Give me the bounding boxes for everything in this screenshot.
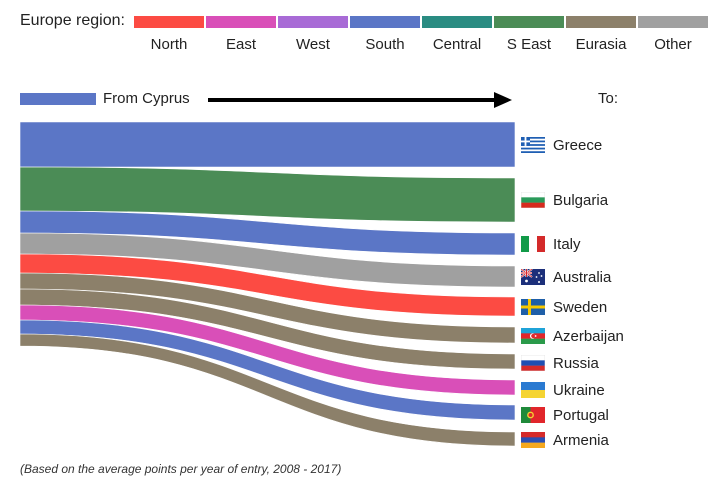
target-header: To: (598, 90, 619, 107)
armenia-flag-icon (521, 432, 545, 448)
destination-sweden: Sweden (521, 298, 607, 316)
legend-swatch (638, 16, 708, 28)
source-swatch (20, 93, 96, 105)
legend-item-eurasia: Eurasia (566, 16, 636, 53)
legend-swatch (134, 16, 204, 28)
legend-item-south: South (350, 16, 420, 53)
legend-swatch (566, 16, 636, 28)
destination-label: Greece (553, 136, 603, 154)
sweden-flag-icon (521, 299, 545, 315)
legend-item-central: Central (422, 16, 492, 53)
legend-swatch (494, 16, 564, 28)
australia-flag-icon (521, 269, 545, 285)
legend-title: Europe region: (20, 12, 125, 29)
legend-label: North (150, 36, 188, 53)
flow-armenia (19, 333, 516, 447)
destination-ukraine: Ukraine (521, 381, 605, 399)
flow-azerbaijan (19, 272, 516, 344)
legend-swatch (278, 16, 348, 28)
destination-armenia: Armenia (521, 431, 609, 449)
legend-label: West (296, 36, 330, 53)
azerbaijan-flag-icon (521, 328, 545, 344)
legend-item-other: Other (638, 16, 708, 53)
legend-label: Other (654, 36, 692, 53)
destination-australia: Australia (521, 268, 611, 286)
destination-label: Russia (553, 354, 599, 372)
legend-swatch (206, 16, 276, 28)
destination-label: Bulgaria (553, 191, 609, 209)
legend-swatch (422, 16, 492, 28)
legend-label: South (365, 36, 405, 53)
flow-australia (19, 232, 516, 288)
destination-label: Ukraine (553, 381, 605, 399)
russia-flag-icon (521, 355, 545, 371)
destination-label: Sweden (553, 298, 608, 316)
flow-sweden (19, 253, 516, 317)
destination-russia: Russia (521, 354, 599, 372)
destination-portugal: Portugal (521, 406, 609, 424)
flow-italy (19, 210, 516, 256)
ukraine-flag-icon (521, 382, 545, 398)
italy-flag-icon (521, 236, 545, 252)
destination-label: Italy (553, 235, 581, 253)
legend-label: East (225, 36, 256, 53)
destination-label: Armenia (553, 431, 609, 449)
legend-label: Eurasia (575, 36, 627, 53)
portugal-flag-icon (521, 407, 545, 423)
destination-bulgaria: Bulgaria (521, 191, 608, 209)
destination-label: Azerbaijan (553, 327, 624, 345)
legend-item-north: North (134, 16, 204, 53)
flow-ukraine (19, 304, 516, 396)
destination-italy: Italy (521, 235, 581, 253)
legend-label: S East (506, 36, 552, 53)
legend-item-west: West (278, 16, 348, 53)
destination-azerbaijan: Azerbaijan (521, 327, 624, 345)
flow-greece (19, 121, 516, 168)
legend-swatch (350, 16, 420, 28)
arrow-right-icon (208, 92, 512, 108)
destination-label: Portugal (553, 406, 609, 424)
legend-item-s-east: S East (494, 16, 564, 53)
flow-portugal (19, 319, 516, 421)
destination-greece: Greece (521, 136, 602, 154)
legend-item-east: East (206, 16, 276, 53)
source-label: From Cyprus (103, 90, 190, 107)
bulgaria-flag-icon (521, 192, 545, 208)
legend-label: Central (432, 36, 482, 53)
flow-bulgaria (19, 166, 516, 223)
destination-label: Australia (553, 268, 612, 286)
flow-russia (19, 288, 516, 370)
footnote: (Based on the average points per year of… (20, 462, 342, 476)
greece-flag-icon (521, 137, 545, 153)
